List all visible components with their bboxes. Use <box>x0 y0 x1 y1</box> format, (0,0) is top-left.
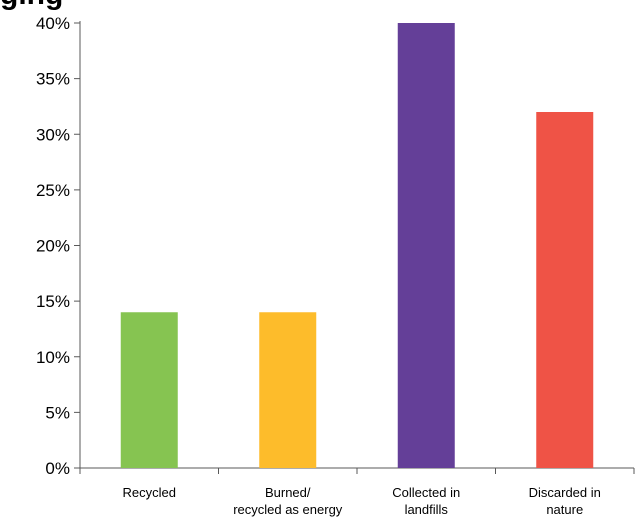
x-tick-label: Burned/recycled as energy <box>233 485 343 517</box>
chart-title-fragment: ging <box>0 0 63 12</box>
x-tick-label: Recycled <box>123 485 176 500</box>
y-tick-label: 5% <box>45 403 70 422</box>
bar <box>536 112 594 468</box>
y-tick-label: 35% <box>36 70 70 89</box>
bar <box>259 312 317 468</box>
y-tick-label: 30% <box>36 125 70 144</box>
x-tick-label-line: nature <box>546 502 583 517</box>
x-tick-label-line: Burned/ <box>265 485 311 500</box>
y-tick-label: 20% <box>36 237 70 256</box>
x-tick-label-line: recycled as energy <box>233 502 343 517</box>
bar <box>397 23 455 468</box>
x-tick-label-line: landfills <box>405 502 449 517</box>
x-tick-label-line: Recycled <box>123 485 176 500</box>
y-tick-label: 25% <box>36 181 70 200</box>
x-tick-label-line: Collected in <box>392 485 460 500</box>
x-tick-label-line: Discarded in <box>529 485 601 500</box>
y-tick-label: 40% <box>36 14 70 33</box>
y-tick-label: 0% <box>45 459 70 478</box>
y-tick-label: 15% <box>36 292 70 311</box>
y-tick-label: 10% <box>36 348 70 367</box>
x-tick-label: Collected in landfills <box>392 485 460 517</box>
bar <box>120 312 178 468</box>
x-tick-label: Discarded in nature <box>529 485 601 517</box>
